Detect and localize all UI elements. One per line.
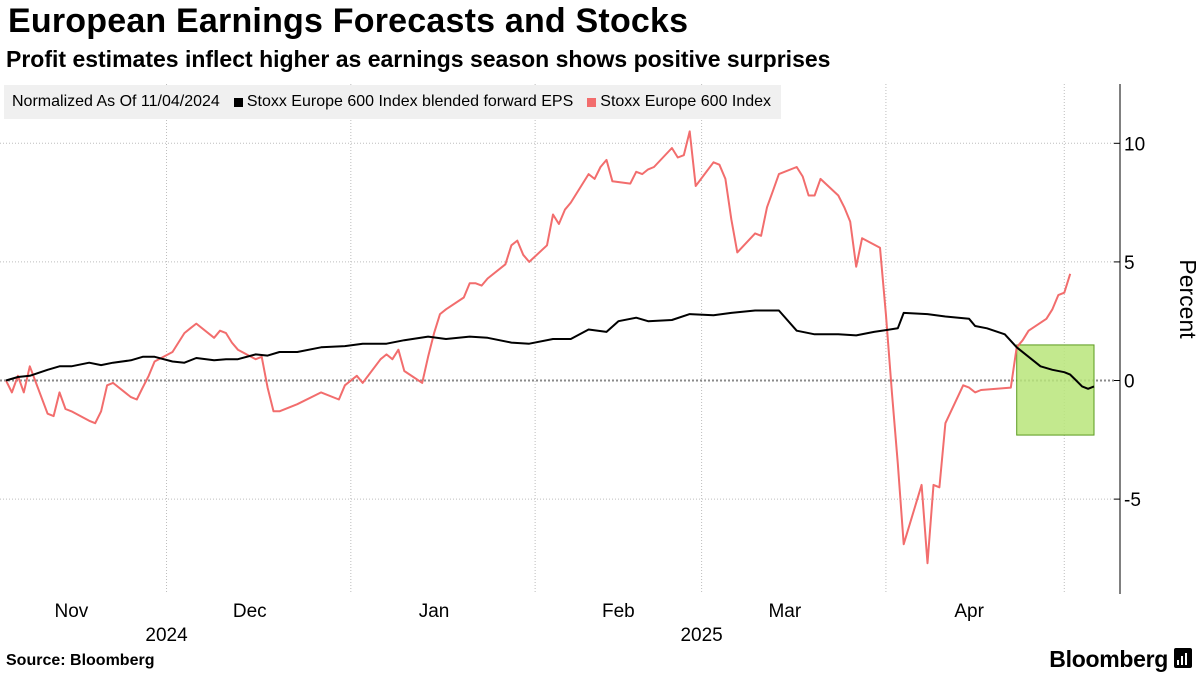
legend-swatch-index: [587, 97, 597, 107]
x-tick-label: Nov: [55, 601, 89, 622]
chart-title: European Earnings Forecasts and Stocks: [8, 2, 689, 40]
x-year-label: 2025: [680, 625, 722, 646]
chart-subtitle: Profit estimates inflect higher as earni…: [6, 46, 831, 72]
y-tick-label: -5: [1124, 490, 1141, 511]
series-line-index: [5, 130, 1072, 565]
x-tick-label: Jan: [419, 601, 450, 622]
chart-logo-icon: [1174, 648, 1192, 668]
legend-label-eps: Stoxx Europe 600 Index blended forward E…: [246, 93, 574, 110]
legend-note: Normalized As Of 11/04/2024: [12, 93, 220, 111]
legend-note-label: Normalized As Of 11/04/2024: [12, 93, 220, 110]
source-note: Source: Bloomberg: [6, 652, 155, 669]
legend-item-index: Stoxx Europe 600 Index: [587, 93, 771, 111]
y-tick-label: 0: [1124, 372, 1135, 393]
x-tick-label: Feb: [602, 601, 635, 622]
y-axis-unit: Percent: [1175, 259, 1200, 339]
y-tick-label: 10: [1124, 134, 1145, 155]
x-tick-label: Mar: [768, 601, 801, 622]
legend-item-eps: Stoxx Europe 600 Index blended forward E…: [233, 93, 574, 111]
x-year-label: 2024: [145, 625, 188, 646]
y-tick-label: 5: [1124, 253, 1135, 274]
highlight-box: [1016, 344, 1095, 436]
legend: Normalized As Of 11/04/2024 Stoxx Europe…: [4, 85, 782, 119]
series-line-eps: [5, 309, 1095, 390]
x-tick-label: Dec: [233, 601, 267, 622]
legend-label-index: Stoxx Europe 600 Index: [600, 93, 772, 110]
legend-swatch-eps: [233, 97, 243, 107]
x-tick-label: Apr: [954, 601, 984, 622]
brand-logo: Bloomberg: [1049, 646, 1168, 672]
